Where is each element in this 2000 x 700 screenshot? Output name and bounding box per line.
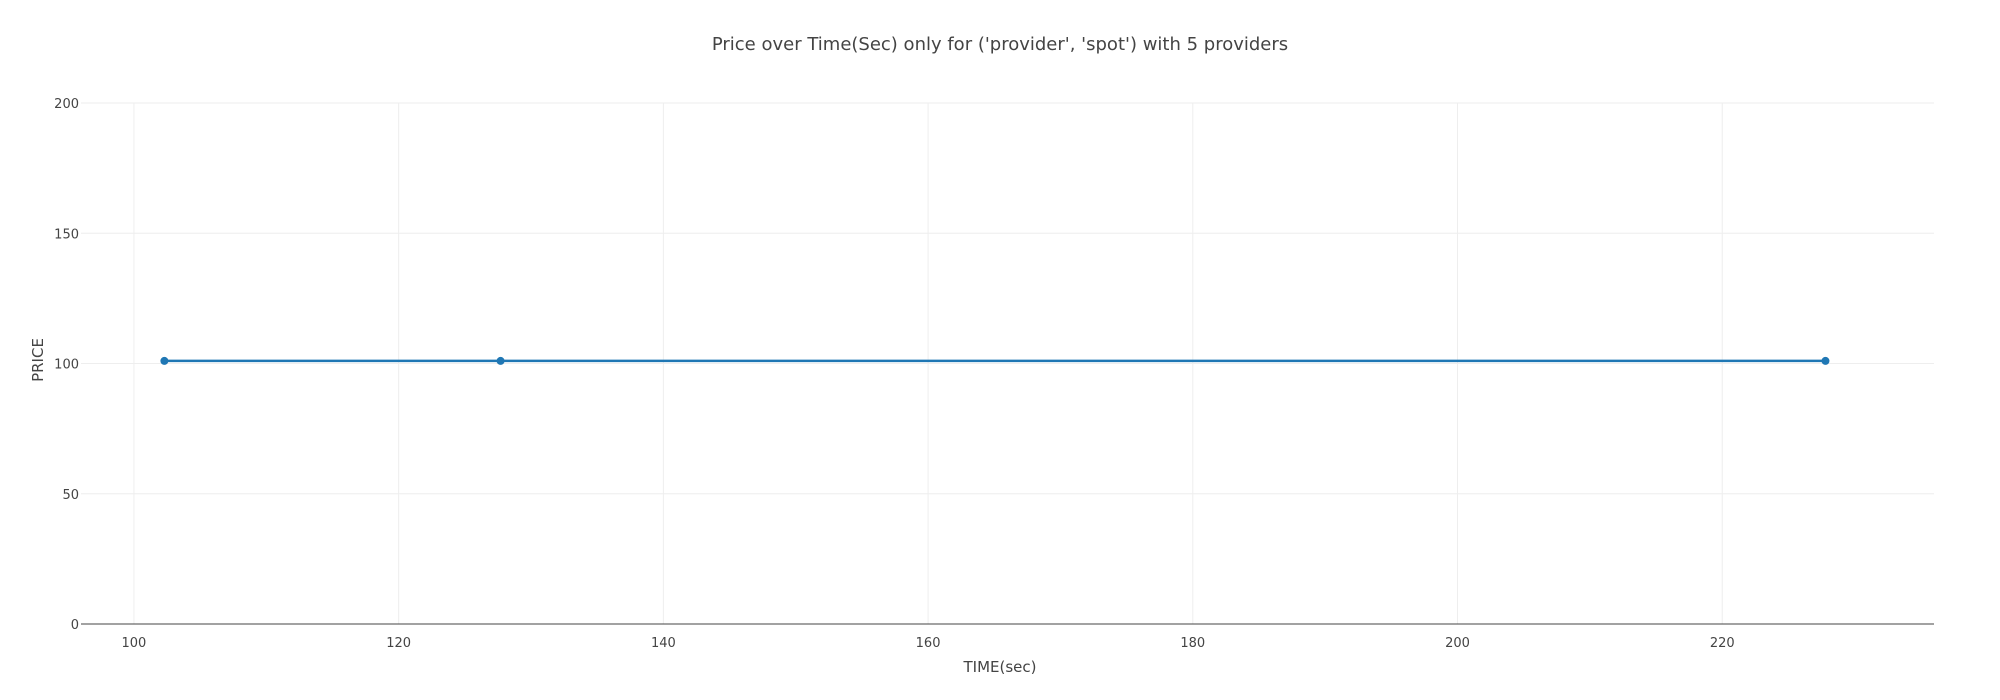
gridlines xyxy=(81,102,1934,624)
x-tick-label-0: 100 xyxy=(122,636,147,651)
y-tick-label-0: 0 xyxy=(71,618,79,633)
data-point-0-0 xyxy=(160,356,169,365)
x-tick-label-3: 160 xyxy=(916,636,941,651)
data-point-0-2 xyxy=(1821,356,1830,365)
x-tick-label-2: 140 xyxy=(651,636,676,651)
y-tick-label-3: 150 xyxy=(54,227,79,242)
x-tick-label-4: 180 xyxy=(1180,636,1205,651)
x-tick-label-6: 220 xyxy=(1710,636,1735,651)
tick-labels: 100 120 140 160 180 200 220 0 50 100 150 200 xyxy=(54,97,1734,651)
x-tick-label-5: 200 xyxy=(1445,636,1470,651)
y-axis-title: PRICE xyxy=(29,338,47,382)
y-tick-label-1: 50 xyxy=(62,488,79,503)
plot-series xyxy=(160,356,1830,365)
y-tick-label-2: 100 xyxy=(54,358,79,373)
chart-title: Price over Time(Sec) only for ('provider… xyxy=(712,34,1288,55)
data-point-0-1 xyxy=(496,356,505,365)
x-axis-title: TIME(sec) xyxy=(962,658,1036,676)
x-tick-label-1: 120 xyxy=(386,636,411,651)
y-tick-label-4: 200 xyxy=(54,97,79,112)
